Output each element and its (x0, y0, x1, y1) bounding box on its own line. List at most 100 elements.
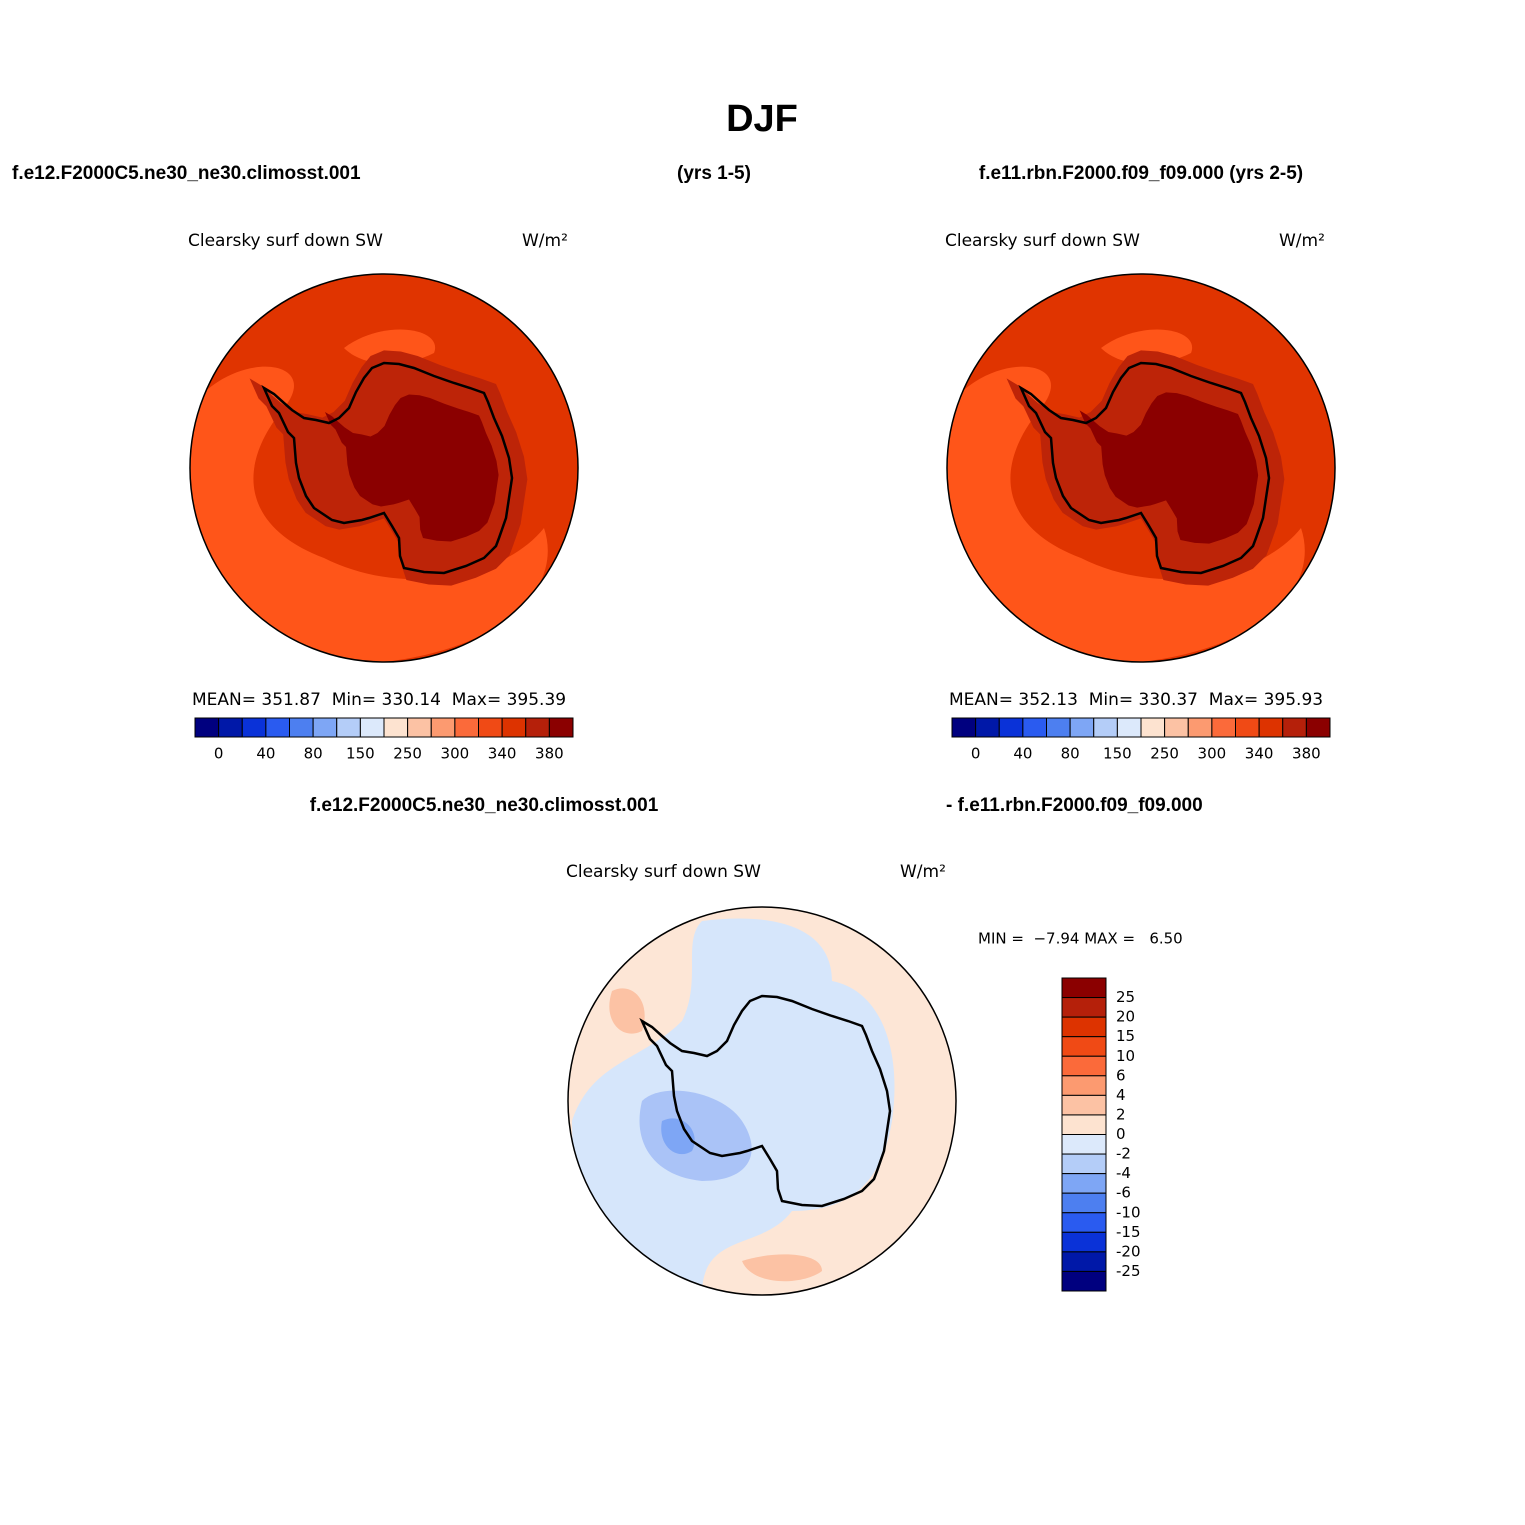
colorbar-box (1061, 1212, 1107, 1233)
colorbar-box (454, 717, 479, 738)
colorbar-label: 80 (304, 745, 323, 763)
colorbar-label: 0 (971, 745, 981, 763)
colorbar-box (1061, 1075, 1107, 1096)
colorbar-box (194, 717, 220, 738)
colorbar-label: 20 (1116, 1008, 1135, 1026)
colorbar-label: 250 (1150, 745, 1179, 763)
colorbar-box (975, 717, 1000, 738)
colorbar-box (265, 717, 290, 738)
colorbar-box (478, 717, 503, 738)
colorbar: 0 40 80 150 250 300 340 380 (194, 717, 574, 763)
colorbar-box (1235, 717, 1260, 738)
map (189, 273, 579, 663)
colorbar-label: 250 (393, 745, 422, 763)
colorbar-label: -4 (1116, 1164, 1131, 1182)
colorbar-box (1061, 997, 1107, 1018)
colorbar-box (407, 717, 432, 738)
colorbar-box (1116, 717, 1142, 738)
colorbar-box (548, 717, 574, 738)
colorbar-box (1046, 717, 1071, 738)
colorbar-label: 0 (1116, 1125, 1126, 1143)
colorbar-box (1140, 717, 1166, 738)
header-middle: (yrs 1-5) (677, 163, 751, 184)
colorbar-box (1061, 1055, 1107, 1077)
colorbar-box (1061, 1251, 1107, 1272)
diff-header-right: - f.e11.rbn.F2000.f09_f09.000 (946, 795, 1203, 816)
colorbar-box (1061, 1153, 1107, 1175)
colorbar-box (1022, 717, 1047, 738)
colorbar-label: -20 (1116, 1242, 1141, 1260)
map (946, 273, 1336, 663)
colorbar-box (383, 717, 409, 738)
header-left: f.e12.F2000C5.ne30_ne30.climosst.001 (12, 163, 361, 184)
colorbar-label: 0 (214, 745, 224, 763)
colorbar-box (336, 717, 361, 738)
colorbar-label: 340 (488, 745, 517, 763)
colorbar-box (241, 717, 267, 738)
colorbar-box (1061, 1270, 1107, 1292)
stats: MEAN= 351.87 Min= 330.14 Max= 395.39 (192, 690, 566, 710)
colorbar-label: -2 (1116, 1145, 1131, 1163)
colorbar-label: 2 (1116, 1105, 1126, 1123)
colorbar-box (1187, 717, 1213, 738)
colorbar-label: 80 (1061, 745, 1080, 763)
colorbar-label: 380 (1292, 745, 1321, 763)
colorbar-box (218, 717, 243, 738)
diff-header-left: f.e12.F2000C5.ne30_ne30.climosst.001 (310, 795, 659, 816)
colorbar-box (1061, 1173, 1107, 1194)
colorbar-box (1069, 717, 1095, 738)
map (567, 906, 957, 1296)
panel-units: W/m² (522, 231, 568, 251)
colorbar-box (1061, 1192, 1107, 1214)
colorbar-label: 15 (1116, 1027, 1135, 1045)
colorbar-box (312, 717, 338, 738)
figure-title: DJF (726, 98, 798, 140)
colorbar-box (1211, 717, 1236, 738)
colorbar-label: -6 (1116, 1184, 1131, 1202)
panel-title: Clearsky surf down SW (945, 231, 1140, 251)
colorbar-box (289, 717, 314, 738)
panel-units: W/m² (900, 862, 946, 882)
colorbar-label: 340 (1245, 745, 1274, 763)
colorbar-label: 10 (1116, 1047, 1135, 1065)
colorbar-box (1061, 1036, 1107, 1057)
colorbar-box (1061, 1231, 1107, 1253)
colorbar-label: 380 (535, 745, 564, 763)
colorbar-label: 40 (1013, 745, 1032, 763)
colorbar-box (1164, 717, 1189, 738)
colorbar-box (1305, 717, 1331, 738)
colorbar-box (998, 717, 1024, 738)
colorbar-label: 25 (1116, 988, 1135, 1006)
colorbar-label: -15 (1116, 1223, 1141, 1241)
colorbar: 0 40 80 150 250 300 340 380 (951, 717, 1331, 763)
colorbar-box (951, 717, 977, 738)
panel-title: Clearsky surf down SW (566, 862, 761, 882)
colorbar-label: 4 (1116, 1086, 1126, 1104)
colorbar-label: 150 (346, 745, 375, 763)
colorbar-label: 6 (1116, 1066, 1126, 1084)
panel-title: Clearsky surf down SW (188, 231, 383, 251)
header-right: f.e11.rbn.F2000.f09_f09.000 (yrs 2-5) (979, 163, 1303, 184)
stats: MIN = −7.94 MAX = 6.50 (978, 930, 1183, 948)
colorbar-box (1258, 717, 1284, 738)
panel-units: W/m² (1279, 231, 1325, 251)
stats: MEAN= 352.13 Min= 330.37 Max= 395.93 (949, 690, 1323, 710)
colorbar-box (430, 717, 456, 738)
colorbar-label: 300 (441, 745, 470, 763)
colorbar-box (1093, 717, 1118, 738)
colorbar-box (1282, 717, 1307, 738)
colorbar-box (1061, 1016, 1107, 1038)
colorbar-box (1061, 1094, 1107, 1116)
colorbar-box (1061, 1134, 1107, 1155)
colorbar-label: -25 (1116, 1262, 1141, 1280)
colorbar-box (525, 717, 550, 738)
colorbar-box (1061, 977, 1107, 999)
colorbar-box (501, 717, 527, 738)
colorbar-label: 300 (1198, 745, 1227, 763)
colorbar-label: 40 (256, 745, 275, 763)
colorbar-box (359, 717, 385, 738)
colorbar-box (1061, 1114, 1107, 1135)
colorbar-label: 150 (1103, 745, 1132, 763)
